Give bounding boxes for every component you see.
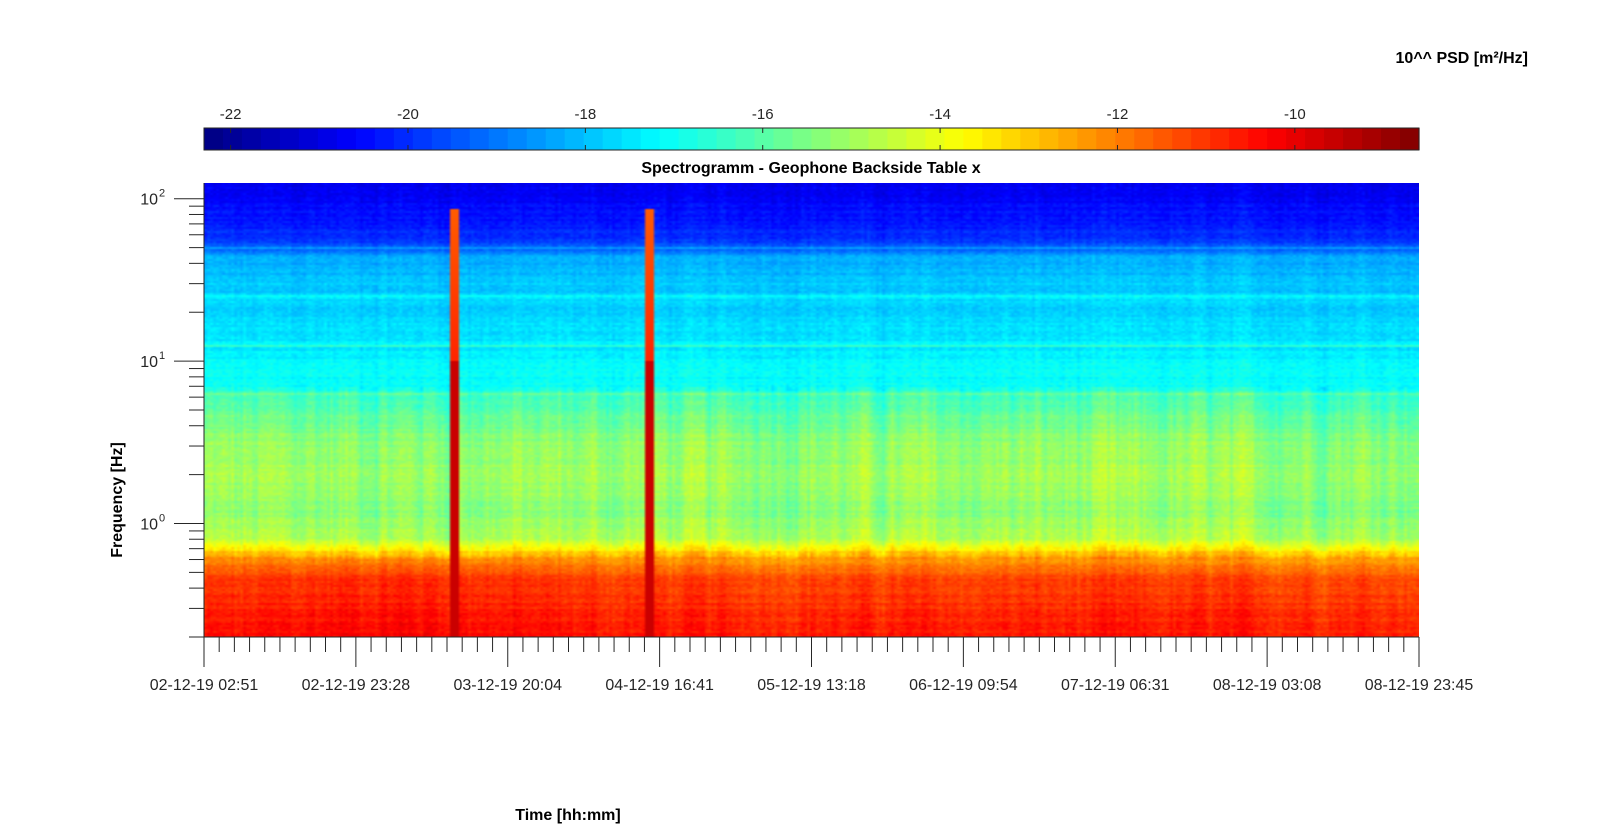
colorbar-cell [488,128,509,150]
y-tick-label: 10 0 [140,513,165,534]
colorbar: -22 -20 -18 -16 -14 -12 -10 [203,106,1420,151]
colorbar-tick-label: -20 [397,106,419,123]
colorbar-cell [260,128,281,150]
colorbar-cell [1267,128,1287,150]
y-tick-exponent: 1 [159,350,165,362]
x-tick-label: 08-12-19 03:08 [1213,677,1322,694]
colorbar-cell [716,128,737,150]
colorbar-label: 10^^ PSD [m²/Hz] [1396,50,1528,67]
colorbar-cell [621,128,642,150]
colorbar-cell [317,128,338,150]
colorbar-cell [1305,128,1325,150]
x-tick-label: 02-12-19 23:28 [302,677,411,694]
colorbar-cell [982,128,1002,150]
colorbar-cell [241,128,262,150]
colorbar-cell [1096,128,1116,150]
colorbar-cell [1001,128,1021,150]
colorbar-cell [925,128,945,150]
colorbar-cell [469,128,490,150]
colorbar-tick-label: -10 [1284,106,1306,123]
colorbar-cell [1324,128,1344,150]
x-tick-label: 08-12-19 23:45 [1365,677,1474,694]
colorbar-cell [583,128,604,150]
colorbar-cell [640,128,661,150]
colorbar-cell [678,128,699,150]
y-tick-label: 10 2 [140,188,165,209]
colorbar-cell [849,128,870,150]
colorbar-cell [450,128,471,150]
colorbar-cell [1115,128,1135,150]
colorbar-cell [1020,128,1040,150]
y-tick-exponent: 2 [159,188,165,200]
colorbar-cell [1248,128,1268,150]
colorbar-cell [336,128,357,150]
colorbar-cell [602,128,623,150]
colorbar-cell [1400,128,1420,150]
x-axis: 02-12-19 02:51 02-12-19 23:28 03-12-19 20:… [150,636,1474,694]
colorbar-cell [1286,128,1306,150]
colorbar-cell [393,128,414,150]
colorbar-cell [754,128,775,150]
colorbar-cell [412,128,433,150]
x-tick-label: 03-12-19 20:04 [453,677,562,694]
colorbar-cell [830,128,851,150]
chart-title: Spectrogramm - Geophone Backside Table x [641,160,980,177]
colorbar-cell [944,128,964,150]
colorbar-cell [697,128,718,150]
y-tick-label: 10 1 [140,350,165,371]
colorbar-cell [1039,128,1059,150]
colorbar-cell [963,128,983,150]
colorbar-cell [545,128,566,150]
x-tick-label: 04-12-19 16:41 [605,677,714,694]
colorbar-cell [868,128,889,150]
y-tick-base: 10 [140,192,158,209]
colorbar-cell [887,128,908,150]
colorbar-cell [1381,128,1401,150]
y-axis-label: Frequency [Hz] [109,442,126,558]
x-axis-label: Time [hh:mm] [515,807,620,824]
colorbar-cell [431,128,452,150]
x-tick-label: 05-12-19 13:18 [757,677,866,694]
colorbar-cell [1191,128,1211,150]
colorbar-cell [507,128,528,150]
colorbar-tick-label: -22 [220,106,242,123]
colorbar-cell [355,128,376,150]
colorbar-cell [1153,128,1173,150]
colorbar-tick-label: -14 [929,106,951,123]
colorbar-cell [1229,128,1249,150]
colorbar-cell [792,128,813,150]
colorbar-cell [735,128,756,150]
colorbar-cell [298,128,319,150]
colorbar-cell [811,128,832,150]
colorbar-cell [773,128,794,150]
colorbar-cell [1077,128,1097,150]
colorbar-cell [564,128,585,150]
colorbar-cell [374,128,395,150]
colorbar-cell [526,128,547,150]
colorbar-cell [906,128,926,150]
colorbar-cell [279,128,300,150]
colorbar-cell [1210,128,1230,150]
colorbar-cell [1134,128,1154,150]
colorbar-cell [222,128,243,150]
colorbar-cell [659,128,680,150]
x-tick-label: 07-12-19 06:31 [1061,677,1170,694]
x-tick-label: 02-12-19 02:51 [150,677,259,694]
spectrogram-heatmap [204,183,1419,637]
colorbar-cell [1362,128,1382,150]
colorbar-tick-label: -16 [752,106,774,123]
colorbar-tick-label: -18 [575,106,597,123]
colorbar-cell [1058,128,1078,150]
y-tick-base: 10 [140,517,158,534]
y-tick-exponent: 0 [159,513,165,525]
colorbar-tick-label: -12 [1107,106,1129,123]
colorbar-cell [1172,128,1192,150]
x-tick-label: 06-12-19 09:54 [909,677,1018,694]
y-tick-base: 10 [140,354,158,371]
colorbar-cell [1343,128,1363,150]
colorbar-cell [204,128,224,150]
